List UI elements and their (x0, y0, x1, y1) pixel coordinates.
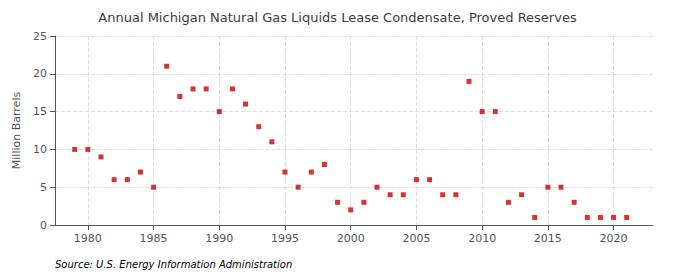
svg-text:2005: 2005 (402, 232, 430, 245)
svg-text:2020: 2020 (600, 232, 628, 245)
svg-text:0: 0 (40, 219, 47, 232)
svg-text:1995: 1995 (271, 232, 299, 245)
svg-text:2010: 2010 (468, 232, 496, 245)
svg-text:5: 5 (40, 181, 47, 194)
svg-text:Annual Michigan Natural Gas Li: Annual Michigan Natural Gas Liquids Leas… (98, 10, 577, 25)
svg-text:15: 15 (33, 105, 47, 118)
svg-text:2015: 2015 (534, 232, 562, 245)
svg-text:1985: 1985 (140, 232, 168, 245)
svg-text:25: 25 (33, 30, 47, 43)
svg-text:Million Barrels: Million Barrels (10, 92, 23, 170)
svg-text:20: 20 (33, 67, 47, 80)
svg-text:10: 10 (33, 143, 47, 156)
svg-text:1990: 1990 (205, 232, 233, 245)
svg-text:2000: 2000 (337, 232, 365, 245)
svg-text:Source: U.S. Energy Informatio: Source: U.S. Energy Information Administ… (55, 259, 292, 270)
svg-text:1980: 1980 (74, 232, 102, 245)
